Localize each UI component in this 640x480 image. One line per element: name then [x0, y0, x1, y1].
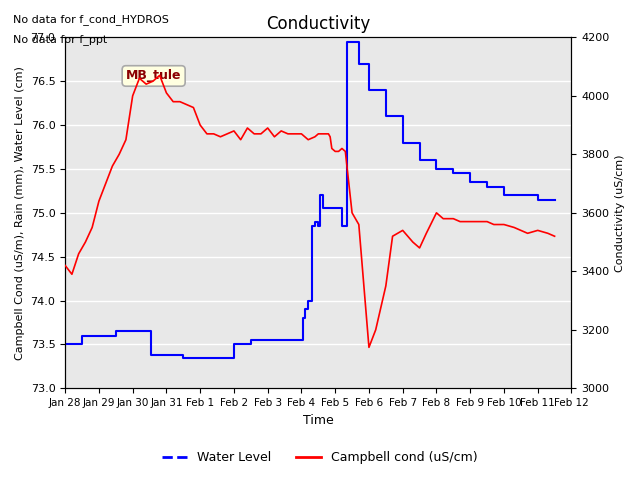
- Text: MB_tule: MB_tule: [126, 70, 181, 83]
- Y-axis label: Conductivity (uS/cm): Conductivity (uS/cm): [615, 154, 625, 272]
- Y-axis label: Campbell Cond (uS/m), Rain (mm), Water Level (cm): Campbell Cond (uS/m), Rain (mm), Water L…: [15, 66, 25, 360]
- Text: No data for f_cond_HYDROS: No data for f_cond_HYDROS: [13, 14, 169, 25]
- Title: Conductivity: Conductivity: [266, 15, 371, 33]
- Text: No data for f_ppt: No data for f_ppt: [13, 34, 107, 45]
- X-axis label: Time: Time: [303, 414, 333, 427]
- Legend: Water Level, Campbell cond (uS/cm): Water Level, Campbell cond (uS/cm): [157, 446, 483, 469]
